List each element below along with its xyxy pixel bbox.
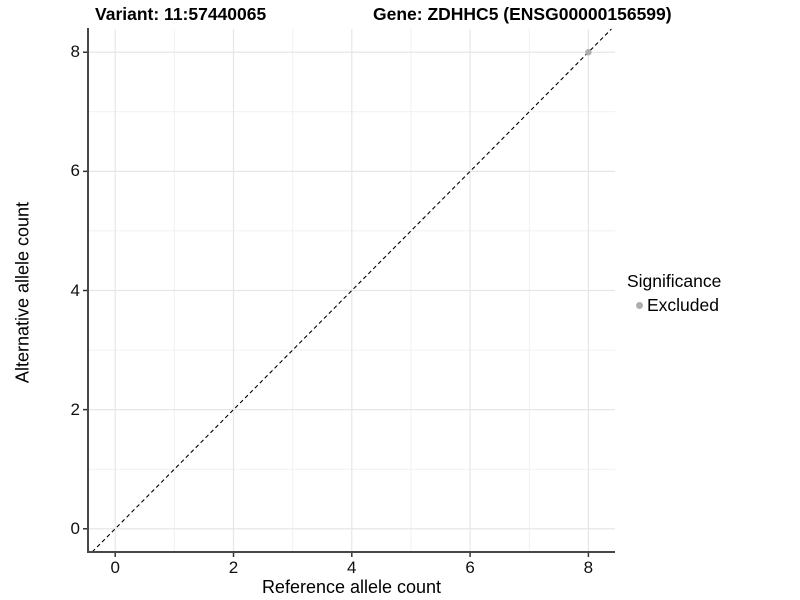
y-axis-title: Alternative allele count [12, 201, 33, 384]
y-tick-label: 8 [70, 42, 80, 62]
y-tick-label: 0 [70, 518, 80, 538]
y-tick-label: 4 [70, 280, 80, 300]
x-tick-label: 2 [228, 558, 239, 577]
y-tick-label: 2 [70, 399, 80, 419]
data-point-excluded [585, 49, 592, 56]
plot-title-variant: Variant: 11:57440065 [95, 4, 267, 24]
excluded-point-icon [636, 301, 643, 309]
x-tick-label: 6 [465, 558, 475, 577]
x-tick-label: 0 [110, 558, 120, 577]
legend-item-excluded: Excluded [627, 295, 721, 315]
x-axis-title: Reference allele count [261, 577, 442, 597]
x-tick-label: 4 [347, 558, 357, 577]
legend: Significance Excluded [627, 271, 721, 315]
legend-title: Significance [627, 271, 722, 291]
legend-item-label: Excluded [647, 294, 719, 315]
x-tick-label: 8 [583, 558, 594, 577]
plot-title-gene: Gene: ZDHHC5 (ENSG00000156599) [373, 4, 672, 24]
identity-line [91, 28, 612, 553]
y-tick-label: 6 [70, 161, 80, 181]
